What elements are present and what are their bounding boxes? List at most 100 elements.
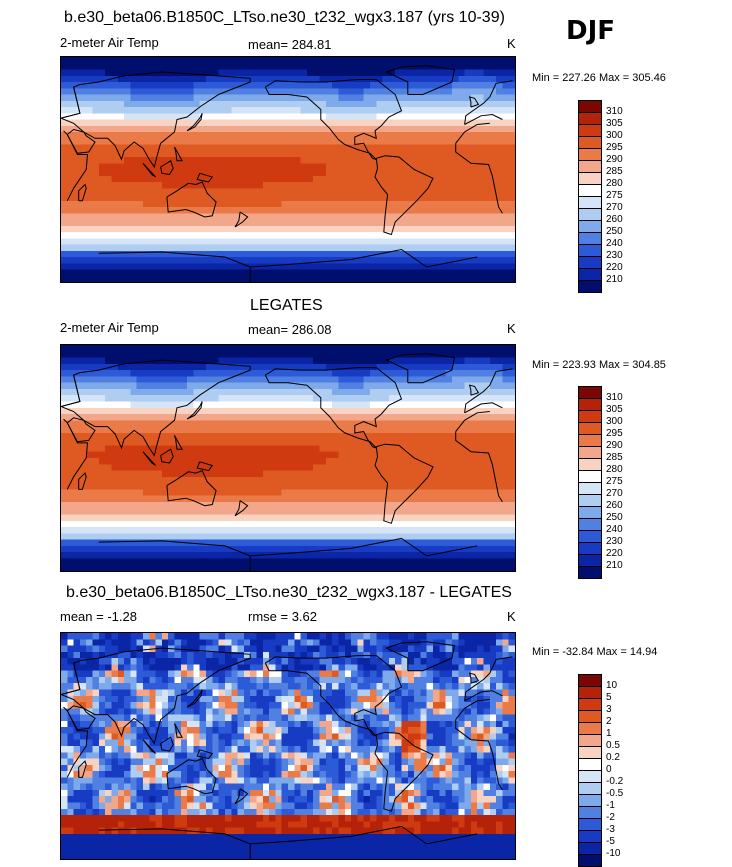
colorbar-tick-label: 280 xyxy=(606,178,623,189)
map-field xyxy=(61,633,515,859)
panel3-rmse-label: rmse = 3.62 xyxy=(248,609,318,624)
colorbar-tick-label: 300 xyxy=(606,416,623,427)
colorbar-swatch xyxy=(579,185,601,197)
panel2-units: K xyxy=(507,321,516,336)
colorbar-tick-label: 260 xyxy=(606,214,623,225)
colorbar-tick-label: 260 xyxy=(606,500,623,511)
colorbar-tick-label: 5 xyxy=(606,692,612,703)
colorbar-tick-label: -10 xyxy=(606,848,621,859)
panel2-minmax: Min = 223.93 Max = 304.85 xyxy=(532,359,666,371)
colorbar-swatch xyxy=(579,173,601,185)
colorbar-tick-label: 0.2 xyxy=(606,752,620,763)
colorbar-swatch xyxy=(579,399,601,411)
colorbar-swatch xyxy=(579,711,601,723)
colorbar-swatch xyxy=(579,221,601,233)
panel3-mean-label: mean = -1.28 xyxy=(60,609,137,624)
colorbar-swatch xyxy=(579,113,601,125)
colorbar-swatch xyxy=(579,519,601,531)
colorbar-swatch xyxy=(579,807,601,819)
colorbar-tick-label: 275 xyxy=(606,190,623,201)
map-field xyxy=(61,345,515,571)
colorbar-swatch xyxy=(579,149,601,161)
colorbar-tick-label: 220 xyxy=(606,548,623,559)
panel2-colorbar: 310 305 300 295 290 285 280 275 270 260 250 240 230 2… xyxy=(578,386,623,579)
colorbar-swatch xyxy=(579,471,601,483)
colorbar-tick-label: 240 xyxy=(606,238,623,249)
colorbar-tick-label: 10 xyxy=(606,680,618,691)
panel1-variable-label: 2-meter Air Temp xyxy=(60,35,159,50)
colorbar-swatch xyxy=(579,459,601,471)
colorbar-tick-label: 270 xyxy=(606,202,623,213)
panel1-colorbar: 310 305 300 295 290 285 280 275 270 260 250 240 230 2… xyxy=(578,100,623,293)
colorbar-tick-label: 280 xyxy=(606,464,623,475)
colorbar-swatch xyxy=(579,423,601,435)
colorbar-tick-label: 290 xyxy=(606,440,623,451)
colorbar-tick-label: -5 xyxy=(606,836,615,847)
panel3-minmax: Min = -32.84 Max = 14.94 xyxy=(532,646,658,658)
colorbar-swatch xyxy=(579,447,601,459)
colorbar-tick-label: 270 xyxy=(606,488,623,499)
colorbar-tick-label: 230 xyxy=(606,250,623,261)
colorbar-swatch xyxy=(579,759,601,771)
colorbar-swatch xyxy=(579,269,601,281)
colorbar-tick-label: 305 xyxy=(606,118,623,129)
colorbar-boxes xyxy=(578,100,602,293)
colorbar-swatch xyxy=(579,101,601,113)
colorbar-swatch xyxy=(579,735,601,747)
panel2-variable-label: 2-meter Air Temp xyxy=(60,320,159,335)
colorbar-swatch xyxy=(579,209,601,221)
colorbar-tick-label: 210 xyxy=(606,274,623,285)
colorbar-tick-label: 240 xyxy=(606,524,623,535)
colorbar-swatch xyxy=(579,257,601,269)
panel2-map xyxy=(60,344,516,572)
colorbar-tick-label: 310 xyxy=(606,106,623,117)
colorbar-swatch xyxy=(579,771,601,783)
colorbar-tick-label: -0.2 xyxy=(606,776,624,787)
colorbar-tick-label: 0.5 xyxy=(606,740,620,751)
colorbar-tick-label: 310 xyxy=(606,392,623,403)
panel3-title: b.e30_beta06.B1850C_LTso.ne30_t232_wgx3.… xyxy=(66,584,512,601)
colorbar-swatch xyxy=(579,543,601,555)
colorbar-swatch xyxy=(579,687,601,699)
colorbar-tick-label: -2 xyxy=(606,812,615,823)
panel1-minmax: Min = 227.26 Max = 305.46 xyxy=(532,72,666,84)
colorbar-swatch xyxy=(579,387,601,399)
colorbar-swatch xyxy=(579,723,601,735)
colorbar-swatch xyxy=(579,855,601,867)
colorbar-tick-label: 300 xyxy=(606,130,623,141)
colorbar-tick-label: 295 xyxy=(606,428,623,439)
colorbar-boxes xyxy=(578,674,602,867)
panel1-title: b.e30_beta06.B1850C_LTso.ne30_t232_wgx3.… xyxy=(64,9,505,26)
colorbar-swatch xyxy=(579,245,601,257)
colorbar-swatch xyxy=(579,699,601,711)
colorbar-tick-label: 210 xyxy=(606,560,623,571)
panel3-map xyxy=(60,632,516,860)
colorbar-swatch xyxy=(579,197,601,209)
colorbar-tick-label: -3 xyxy=(606,824,615,835)
colorbar-swatch xyxy=(579,675,601,687)
colorbar-tick-label: 290 xyxy=(606,154,623,165)
colorbar-tick-label: 0 xyxy=(606,764,612,775)
colorbar-tick-label: 285 xyxy=(606,452,623,463)
colorbar-tick-label: 2 xyxy=(606,716,612,727)
colorbar-swatch xyxy=(579,495,601,507)
panel1-mean-label: mean= 284.81 xyxy=(248,37,332,52)
colorbar-swatch xyxy=(579,125,601,137)
colorbar-swatch xyxy=(579,567,601,579)
panel3-colorbar: 10 5 3 2 1 0.5 0.2 0 -0.2 -0.5 -1 -2 -3 -5 -10 xyxy=(578,674,623,867)
colorbar-swatch xyxy=(579,747,601,759)
colorbar-tick-label: -0.5 xyxy=(606,788,624,799)
colorbar-tick-label: 3 xyxy=(606,704,612,715)
colorbar-swatch xyxy=(579,843,601,855)
colorbar-tick-label: 220 xyxy=(606,262,623,273)
season-label: DJF xyxy=(566,16,616,46)
colorbar-tick-label: -1 xyxy=(606,800,615,811)
colorbar-swatch xyxy=(579,281,601,293)
panel3-units: K xyxy=(507,609,516,624)
colorbar-tick-label: 305 xyxy=(606,404,623,415)
colorbar-tick-label: 250 xyxy=(606,512,623,523)
panel2-title: LEGATES xyxy=(250,297,323,314)
colorbar-tick-label: 230 xyxy=(606,536,623,547)
colorbar-swatch xyxy=(579,435,601,447)
map-field xyxy=(61,57,515,282)
